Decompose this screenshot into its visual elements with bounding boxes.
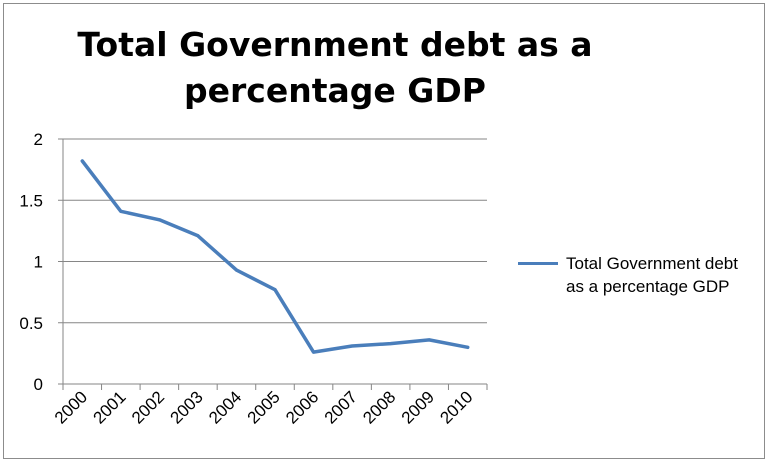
x-tick-label: 2001 (89, 387, 129, 427)
data-point (119, 209, 123, 213)
data-point (312, 350, 316, 354)
x-tick-label: 2006 (282, 387, 322, 427)
data-point (196, 234, 200, 238)
data-point (466, 345, 470, 349)
data-point (157, 218, 161, 222)
x-tick-label: 2004 (205, 387, 245, 427)
data-point (273, 288, 277, 292)
legend-label: Total Government debt as a percentage GD… (566, 254, 738, 296)
x-tick-label: 2002 (128, 387, 168, 427)
series-line (80, 159, 470, 354)
chart-title-line-1: Total Government debt as a (77, 25, 593, 64)
data-point (80, 159, 84, 163)
y-tick-label: 0.5 (19, 314, 43, 333)
y-tick-label: 1 (34, 253, 43, 272)
x-tick-label: 2000 (51, 387, 91, 427)
chart-title: Total Government debt as a percentage GD… (0, 22, 670, 114)
data-point (234, 268, 238, 272)
data-point (427, 338, 431, 342)
chart-title-line-2: percentage GDP (184, 71, 486, 110)
x-tick-label: 2009 (398, 387, 438, 427)
legend-swatch (518, 262, 558, 265)
data-point (350, 344, 354, 348)
y-tick-label: 0 (34, 375, 43, 394)
data-point (389, 342, 393, 346)
x-tick-label: 2003 (167, 387, 207, 427)
x-tick-label: 2007 (321, 387, 361, 427)
legend: Total Government debt as a percentage GD… (518, 252, 758, 298)
chart-frame (3, 3, 765, 459)
x-tick-label: 2010 (436, 387, 476, 427)
x-tick-label: 2008 (359, 387, 399, 427)
x-tick-label: 2005 (244, 387, 284, 427)
y-tick-label: 2 (34, 130, 43, 149)
y-tick-label: 1.5 (19, 191, 43, 210)
